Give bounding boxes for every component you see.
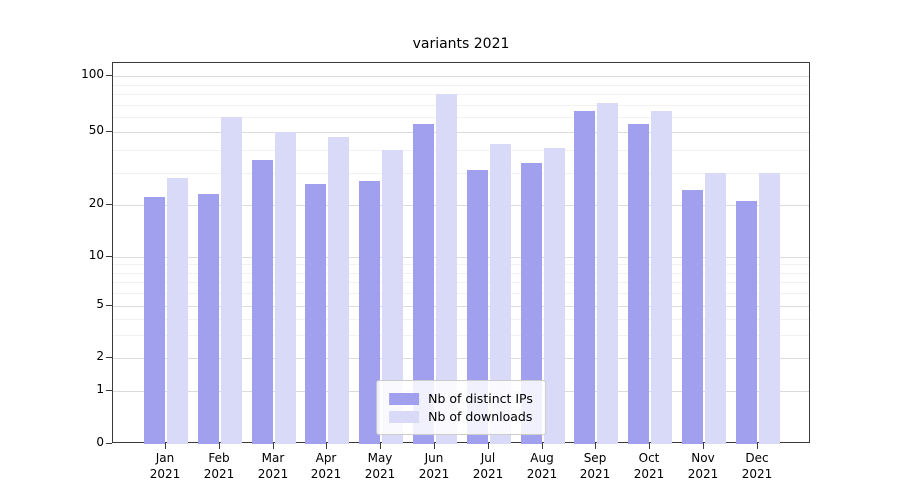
bar-downloads-feb xyxy=(221,117,242,444)
ytick-label-1: 1 xyxy=(96,382,104,396)
ytick-mark-5 xyxy=(106,305,112,306)
ytick-label-20: 20 xyxy=(88,196,104,210)
ytick-label-2: 2 xyxy=(96,349,104,363)
xtick-mark-jul xyxy=(488,443,489,449)
xtick-mark-mar xyxy=(273,443,274,449)
xtick-mark-oct xyxy=(649,443,650,449)
gridline-minor-y-40 xyxy=(113,150,809,151)
legend-swatch-distinct-ips xyxy=(389,392,420,405)
xtick-label-mar: Mar 2021 xyxy=(257,451,289,481)
ytick-label-10: 10 xyxy=(88,248,104,262)
legend-swatch-downloads xyxy=(389,410,420,423)
bar-distinct-ips-jan xyxy=(144,197,165,444)
bar-downloads-jul xyxy=(490,144,511,444)
xtick-mark-sep xyxy=(595,443,596,449)
bar-downloads-mar xyxy=(275,132,296,444)
xtick-label-sep: Sep 2021 xyxy=(579,451,611,481)
xtick-mark-aug xyxy=(542,443,543,449)
xtick-mark-jan xyxy=(165,443,166,449)
xtick-label-nov: Nov 2021 xyxy=(687,451,719,481)
bar-distinct-ips-may xyxy=(359,181,380,444)
gridline-minor-y-60 xyxy=(113,117,809,118)
legend-label-downloads: Nb of downloads xyxy=(428,409,533,424)
gridline-minor-y-6 xyxy=(113,293,809,294)
xtick-mark-dec xyxy=(757,443,758,449)
legend-label-distinct-ips: Nb of distinct IPs xyxy=(428,391,533,406)
legend-item-distinct-ips: Nb of distinct IPs xyxy=(389,391,533,406)
xtick-label-feb: Feb 2021 xyxy=(203,451,235,481)
xtick-label-dec: Dec 2021 xyxy=(741,451,773,481)
ytick-mark-0 xyxy=(106,443,112,444)
gridline-minor-y-9 xyxy=(113,264,809,265)
gridline-minor-y-70 xyxy=(113,105,809,106)
gridline-y-2 xyxy=(113,358,809,359)
gridline-minor-y-4 xyxy=(113,319,809,320)
bar-downloads-apr xyxy=(328,137,349,444)
ytick-mark-2 xyxy=(106,357,112,358)
gridline-minor-y-8 xyxy=(113,273,809,274)
legend: Nb of distinct IPs Nb of downloads xyxy=(376,380,546,435)
bar-distinct-ips-jul xyxy=(467,170,488,444)
xtick-label-oct: Oct 2021 xyxy=(633,451,665,481)
bar-downloads-may xyxy=(382,150,403,444)
xtick-label-may: May 2021 xyxy=(364,451,396,481)
xtick-label-jan: Jan 2021 xyxy=(149,451,181,481)
gridline-minor-y-7 xyxy=(113,282,809,283)
bar-distinct-ips-dec xyxy=(736,201,757,444)
bar-distinct-ips-jun xyxy=(413,124,434,444)
bar-downloads-aug xyxy=(544,148,565,444)
bar-downloads-nov xyxy=(705,173,726,444)
bar-downloads-sep xyxy=(597,103,618,444)
gridline-y-10 xyxy=(113,257,809,258)
bar-distinct-ips-mar xyxy=(252,160,273,444)
gridline-y-100 xyxy=(113,76,809,77)
ytick-label-100: 100 xyxy=(81,67,104,81)
ytick-mark-100 xyxy=(106,75,112,76)
gridline-minor-y-80 xyxy=(113,94,809,95)
xtick-label-jun: Jun 2021 xyxy=(418,451,450,481)
bar-distinct-ips-aug xyxy=(521,163,542,444)
xtick-label-aug: Aug 2021 xyxy=(526,451,558,481)
ytick-mark-1 xyxy=(106,390,112,391)
xtick-label-jul: Jul 2021 xyxy=(472,451,504,481)
gridline-minor-y-90 xyxy=(113,85,809,86)
ytick-mark-50 xyxy=(106,131,112,132)
xtick-label-apr: Apr 2021 xyxy=(310,451,342,481)
xtick-mark-apr xyxy=(326,443,327,449)
gridline-minor-y-30 xyxy=(113,173,809,174)
chart-title: variants 2021 xyxy=(412,36,510,52)
bar-distinct-ips-apr xyxy=(305,184,326,444)
gridline-minor-y-3 xyxy=(113,335,809,336)
bar-distinct-ips-oct xyxy=(628,124,649,444)
ytick-label-0: 0 xyxy=(96,435,104,449)
bar-distinct-ips-sep xyxy=(574,111,595,444)
bar-downloads-jun xyxy=(436,94,457,444)
plot-area: Nb of distinct IPs Nb of downloads xyxy=(112,62,810,444)
gridline-y-50 xyxy=(113,132,809,133)
ytick-mark-10 xyxy=(106,256,112,257)
bar-distinct-ips-feb xyxy=(198,194,219,444)
bar-downloads-oct xyxy=(651,111,672,444)
bar-downloads-dec xyxy=(759,173,780,444)
xtick-mark-jun xyxy=(434,443,435,449)
ytick-mark-20 xyxy=(106,204,112,205)
bar-distinct-ips-nov xyxy=(682,190,703,444)
bar-downloads-jan xyxy=(167,178,188,444)
gridline-y-5 xyxy=(113,306,809,307)
gridline-y-20 xyxy=(113,205,809,206)
xtick-mark-may xyxy=(380,443,381,449)
ytick-label-5: 5 xyxy=(96,297,104,311)
legend-item-downloads: Nb of downloads xyxy=(389,409,533,424)
xtick-mark-nov xyxy=(703,443,704,449)
ytick-label-50: 50 xyxy=(88,123,104,137)
xtick-mark-feb xyxy=(219,443,220,449)
